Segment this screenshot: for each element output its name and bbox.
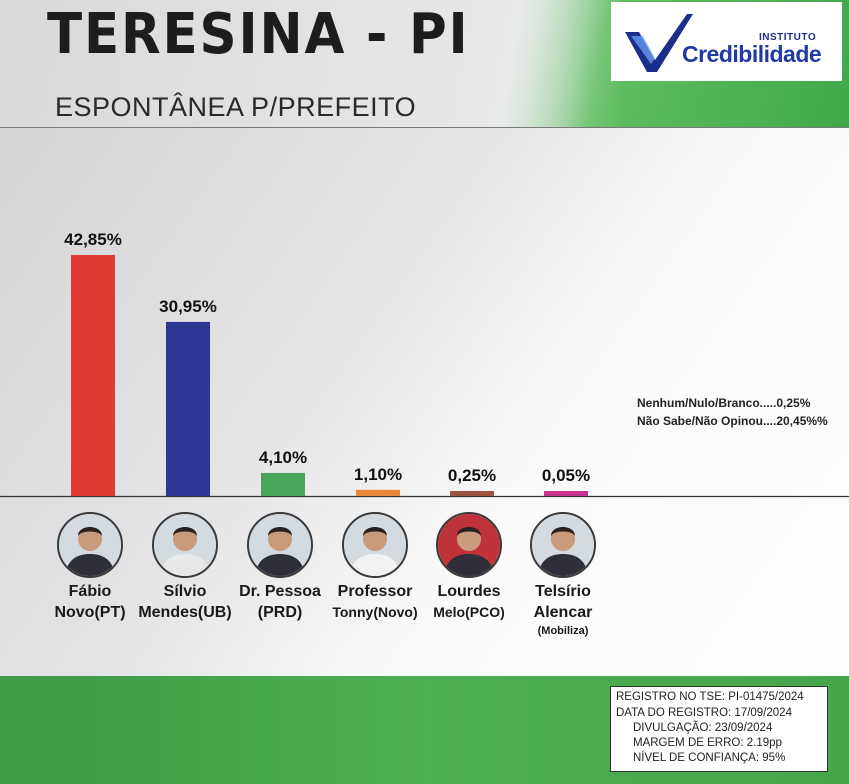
check-logo-icon [625,14,693,72]
candidate-name-line: Fábio [68,583,112,600]
person-icon [59,514,121,576]
bar-chart: 42,85% 30,95% 4,10% 1,10% 0,25% 0,05% [0,230,849,498]
candidate-name-line: Tonny(Novo) [332,604,418,620]
note-none-null-blank: Nenhum/Nulo/Branco.....0,25% [637,396,811,410]
candidate-photo [57,512,123,578]
bar [356,489,400,496]
institute-logo: INSTITUTO Credibilidade [611,2,842,81]
candidate-photo [247,512,313,578]
margin-of-error: MARGEM DE ERRO: 2.19pp [633,737,782,749]
person-icon [438,514,500,576]
candidate-name-line: Professor [337,583,413,600]
bar [450,491,494,496]
registration-date: DATA DO REGISTRO: 17/09/2024 [616,707,792,719]
chart-subtitle: ESPONTÂNEA P/PREFEITO [55,92,417,122]
bar-value-label: 30,95% [159,297,217,316]
bar [544,491,588,496]
candidate-name-line: Novo(PT) [54,604,126,621]
person-icon [532,514,594,576]
disclosure-date: DIVULGAÇÃO: 23/09/2024 [633,722,773,734]
bar [166,321,210,496]
candidate-photo [152,512,218,578]
bar-value-label: 42,85% [64,230,122,249]
candidate-name-line: Melo(PCO) [433,604,505,620]
bar [261,472,305,496]
note-dont-know: Não Sabe/Não Opinou....20,45%% [637,414,828,428]
city-title: TERESINA - PI [47,2,470,67]
candidate-name-line: (Mobiliza) [537,625,589,637]
person-icon [154,514,216,576]
candidate-name-line: Lourdes [437,583,501,600]
header-band-light [0,0,620,128]
bar-value-label: 4,10% [259,448,307,467]
person-icon [249,514,311,576]
candidate-name-line: Mendes(UB) [138,604,232,621]
confidence-level: NÍVEL DE CONFIANÇA: 95% [633,752,786,764]
bar-value-label: 1,10% [354,465,402,484]
person-icon [344,514,406,576]
bar-value-label: 0,25% [448,466,496,485]
bar-value-label: 0,05% [542,466,590,485]
candidate-photo [342,512,408,578]
bar [71,255,115,496]
logo-brand-text: Credibilidade [682,41,822,67]
registration-box: REGISTRO NO TSE: PI-01475/2024 DATA DO R… [610,686,828,772]
header-divider [0,127,849,128]
candidate-photo [530,512,596,578]
candidate-name-line: (PRD) [257,604,303,621]
candidate-name-line: Dr. Pessoa [239,583,321,600]
candidate-name-line: Telsírio [535,583,591,600]
candidate-name-line: Sílvio [163,583,207,600]
registration-tse: REGISTRO NO TSE: PI-01475/2024 [616,691,804,703]
candidate-name-line: Alencar [533,604,593,621]
candidate-photo [436,512,502,578]
logo-small-text: INSTITUTO [759,32,817,43]
